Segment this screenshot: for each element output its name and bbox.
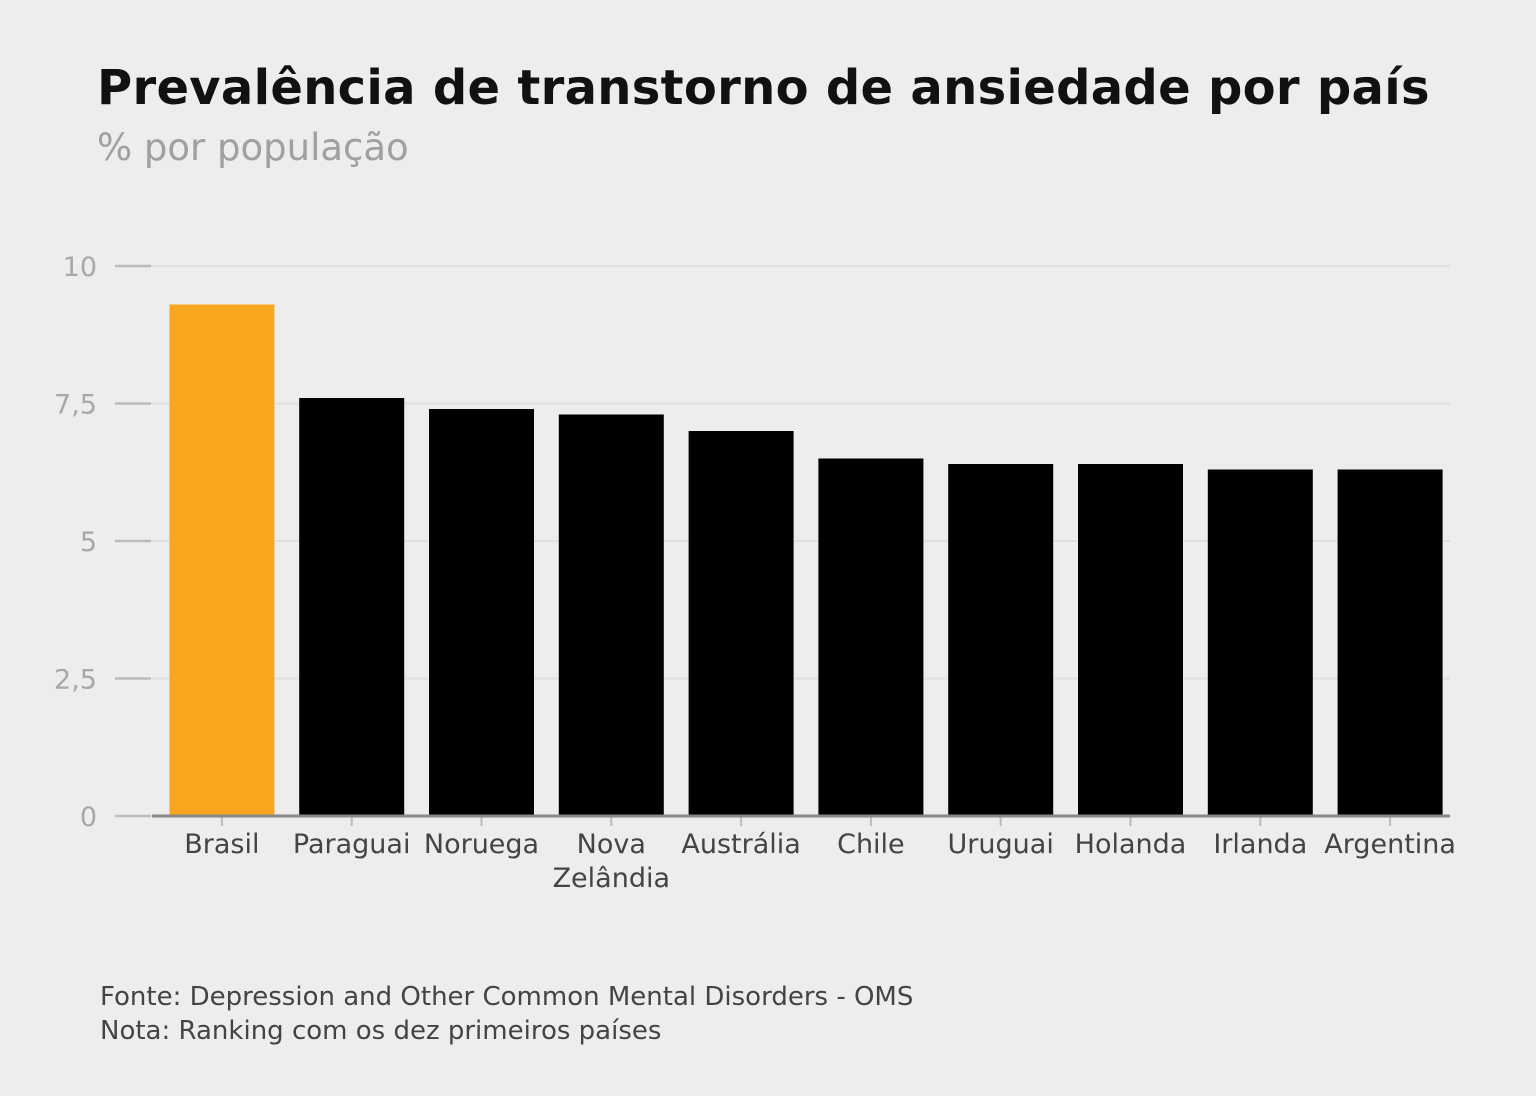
footnote: Nota: Ranking com os dez primeiros paíse… [100, 1016, 662, 1046]
y-tick-label: 5 [80, 527, 97, 558]
x-tick-label: Argentina [1324, 829, 1456, 860]
bar-brasil [169, 304, 275, 816]
x-tick-label: Brasil [184, 829, 259, 860]
bar-chile [818, 458, 924, 816]
x-tick-label: Zelândia [553, 863, 670, 894]
x-tick-label: Irlanda [1213, 829, 1307, 860]
x-tick-label: Uruguai [948, 829, 1054, 860]
bar-nova-zelândia [558, 414, 664, 816]
y-tick-label: 0 [80, 802, 97, 833]
y-tick-label: 10 [63, 252, 97, 283]
x-tick-label: Austrália [681, 829, 800, 860]
bar-irlanda [1207, 469, 1313, 816]
y-tick-label: 7,5 [54, 390, 97, 421]
x-tick-label: Noruega [424, 829, 539, 860]
chart-title: Prevalência de transtorno de ansiedade p… [97, 60, 1430, 116]
y-tick-label: 2,5 [54, 665, 97, 696]
bar-uruguai [948, 464, 1054, 816]
x-tick-label: Chile [837, 829, 905, 860]
x-tick-label: Holanda [1075, 829, 1187, 860]
bar-holanda [1078, 464, 1183, 816]
bar-argentina [1337, 469, 1443, 816]
x-tick-label: Paraguai [293, 829, 411, 860]
bar-austrália [688, 431, 794, 816]
x-tick-label: Nova [577, 829, 646, 860]
bar-paraguai [299, 398, 405, 816]
source-note: Fonte: Depression and Other Common Menta… [100, 982, 914, 1012]
chart-subtitle: % por população [97, 126, 409, 169]
bar-noruega [429, 409, 534, 816]
